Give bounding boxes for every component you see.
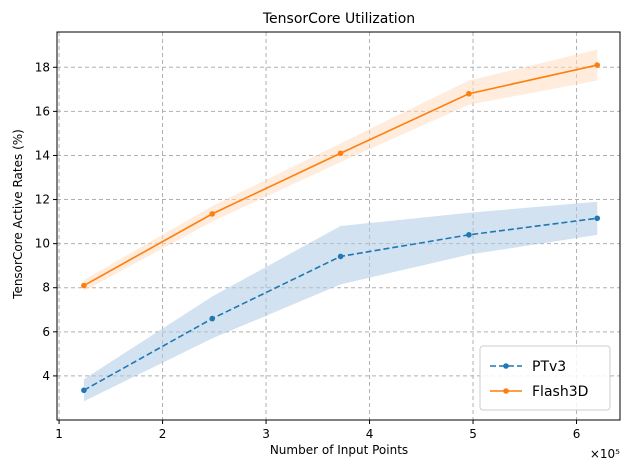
flash3d-band [83, 49, 598, 292]
y-tick-label: 12 [35, 193, 50, 207]
ptv3-point [209, 315, 216, 322]
y-tick-label: 16 [35, 104, 50, 118]
ptv3-point [594, 215, 601, 222]
legend: PTv3 Flash3D [479, 345, 611, 411]
y-tick-label: 14 [35, 148, 50, 162]
y-tick-label: 10 [35, 237, 50, 251]
flash3d-point [337, 150, 344, 157]
y-tick-label: 8 [42, 281, 50, 295]
legend-ptv3-label: PTv3 [532, 359, 566, 375]
x-axis-label: Number of Input Points [270, 443, 408, 457]
legend-flash3d-label: Flash3D [532, 384, 588, 400]
flash3d-point [81, 282, 87, 289]
data-points [81, 62, 601, 394]
y-axis-label: TensorCore Active Rates (%) [11, 129, 25, 300]
x-tick-label: 1 [55, 427, 63, 441]
ptv3-band [83, 201, 598, 402]
y-tick-label: 18 [35, 60, 50, 74]
ptv3-point [337, 253, 344, 260]
x-tick-label: 2 [159, 427, 167, 441]
x-tick-label: 6 [573, 427, 581, 441]
ptv3-point [466, 232, 472, 238]
legend-flash3d-marker [503, 388, 509, 394]
x-tick-label: 5 [469, 427, 477, 441]
plot-frame [56, 31, 621, 421]
chart-title: TensorCore Utilization [262, 11, 415, 27]
y-tick-label: 6 [42, 325, 50, 339]
legend-ptv3-marker [503, 363, 509, 369]
x-tick-label: 4 [366, 427, 374, 441]
ptv3-point [81, 387, 87, 394]
x-axis-ticks: 1 2 3 4 5 6 [55, 420, 580, 441]
x-axis-scale-label: ×10⁵ [590, 447, 620, 461]
confidence-bands [83, 49, 598, 402]
flash3d-point [594, 62, 601, 68]
flash3d-point [209, 211, 216, 217]
y-axis-ticks: 4 6 8 10 12 14 16 18 [35, 60, 57, 383]
y-tick-label: 4 [42, 369, 50, 383]
flash3d-point [466, 90, 472, 97]
legend-box [479, 345, 611, 411]
x-tick-label: 3 [262, 427, 270, 441]
